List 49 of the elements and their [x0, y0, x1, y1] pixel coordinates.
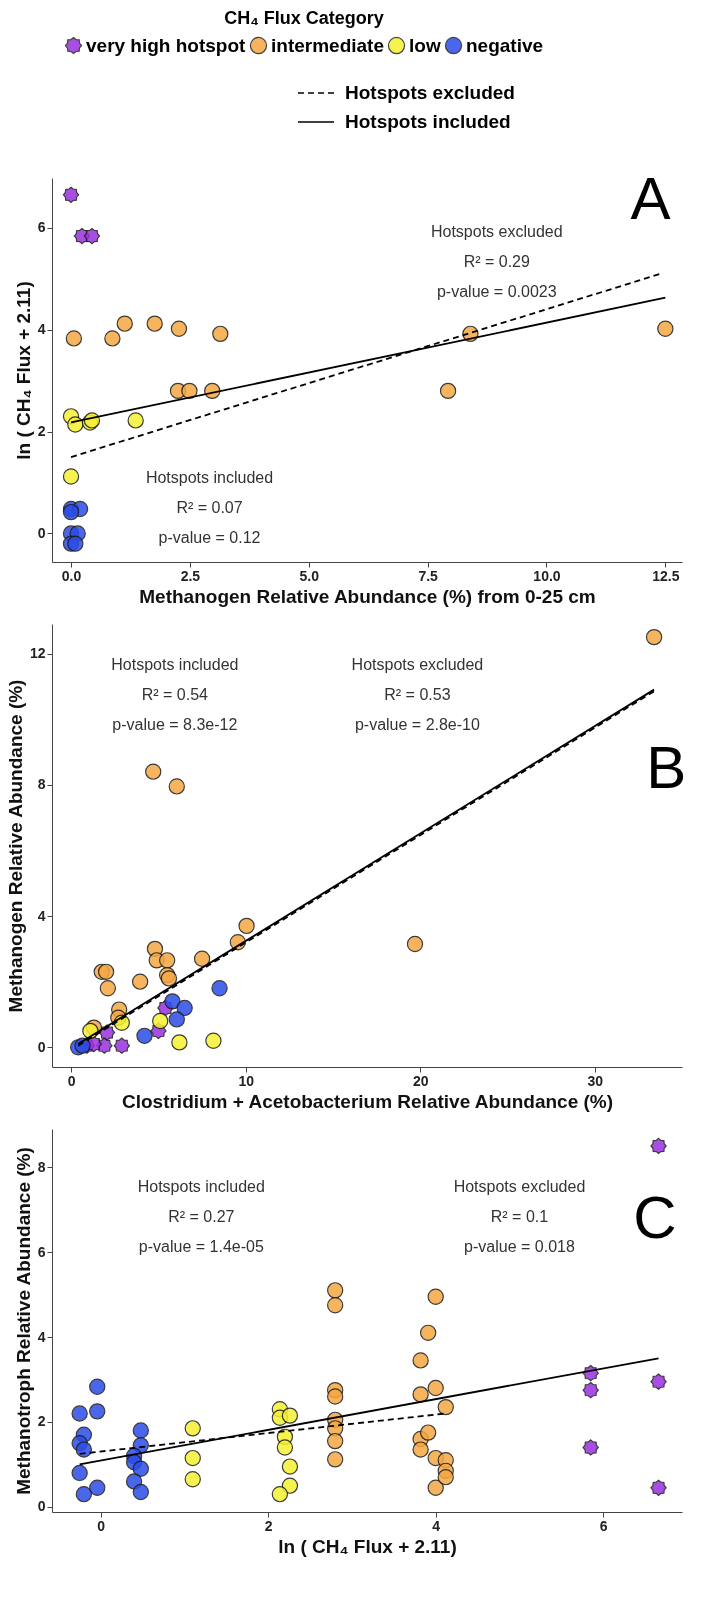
legend-label: very high hotspot [86, 34, 247, 56]
y-tick-label: 0 [37, 1038, 46, 1055]
y-tick-label: 6 [37, 219, 46, 236]
legend-label: Hotspots excluded [345, 82, 515, 103]
x-tick-label: 2.5 [180, 567, 201, 584]
annotation: Hotspots excluded R² = 0.53 p-value = 2.8e-10 [351, 655, 484, 733]
x-tick-label: 10 [238, 1072, 255, 1089]
y-tick-label: 0 [37, 1498, 46, 1515]
y-tick-label: 12 [29, 645, 46, 662]
annotation: Hotspots included R² = 0.07 p-value = 0.12 [145, 468, 274, 546]
annotation: B [646, 734, 687, 802]
x-tick-label: 30 [587, 1072, 604, 1089]
y-tick-label: 4 [37, 1328, 46, 1345]
y-axis-title: Methanogen Relative Abundance (%) [4, 679, 26, 1013]
x-tick-label: 0.0 [61, 567, 82, 584]
annotation: A [630, 165, 671, 233]
x-axis-title: ln ( CH₄ Flux + 2.11) [278, 1535, 457, 1557]
x-tick-label: 6 [599, 1517, 608, 1534]
x-tick-label: 10.0 [533, 567, 561, 584]
y-axis-title: Methanotroph Relative Abundance (%) [12, 1147, 34, 1495]
annotation: Hotspots included R² = 0.27 p-value = 1.4e-05 [137, 1177, 265, 1255]
annotation: Hotspots excluded R² = 0.1 p-value = 0.018 [453, 1177, 586, 1255]
y-tick-label: 4 [37, 907, 46, 924]
x-tick-label: 0 [97, 1517, 106, 1534]
legend-label: low [409, 34, 441, 56]
x-tick-label: 4 [432, 1517, 441, 1534]
annotation: Hotspots included R² = 0.54 p-value = 8.3e-12 [111, 655, 239, 733]
y-tick-label: 0 [37, 524, 46, 541]
x-tick-label: 5.0 [299, 567, 320, 584]
x-tick-label: 2 [264, 1517, 273, 1534]
y-tick-label: 8 [37, 776, 46, 793]
legend-label: negative [466, 34, 544, 56]
x-tick-label: 7.5 [418, 567, 439, 584]
annotation: C [633, 1183, 677, 1251]
annotation: Hotspots excluded R² = 0.29 p-value = 0.0023 [430, 223, 563, 301]
y-tick-label: 6 [37, 1243, 46, 1260]
x-tick-label: 20 [412, 1072, 429, 1089]
x-tick-label: 0 [67, 1072, 76, 1089]
legend-title: CH₄ Flux Category [224, 8, 384, 28]
x-axis-title: Clostridium + Acetobacterium Relative Abundance (%) [121, 1090, 614, 1112]
y-tick-label: 2 [37, 1413, 46, 1430]
legend-label: Hotspots included [345, 111, 511, 132]
y-tick-label: 8 [37, 1158, 46, 1175]
y-tick-label: 4 [37, 321, 46, 338]
y-axis-title: ln ( CH₄ Flux + 2.11) [12, 281, 34, 460]
x-tick-label: 12.5 [652, 567, 680, 584]
legend-label: intermediate [271, 34, 384, 56]
x-axis-title: Methanogen Relative Abundance (%) from 0-25 cm [139, 585, 596, 607]
y-tick-label: 2 [37, 423, 46, 440]
